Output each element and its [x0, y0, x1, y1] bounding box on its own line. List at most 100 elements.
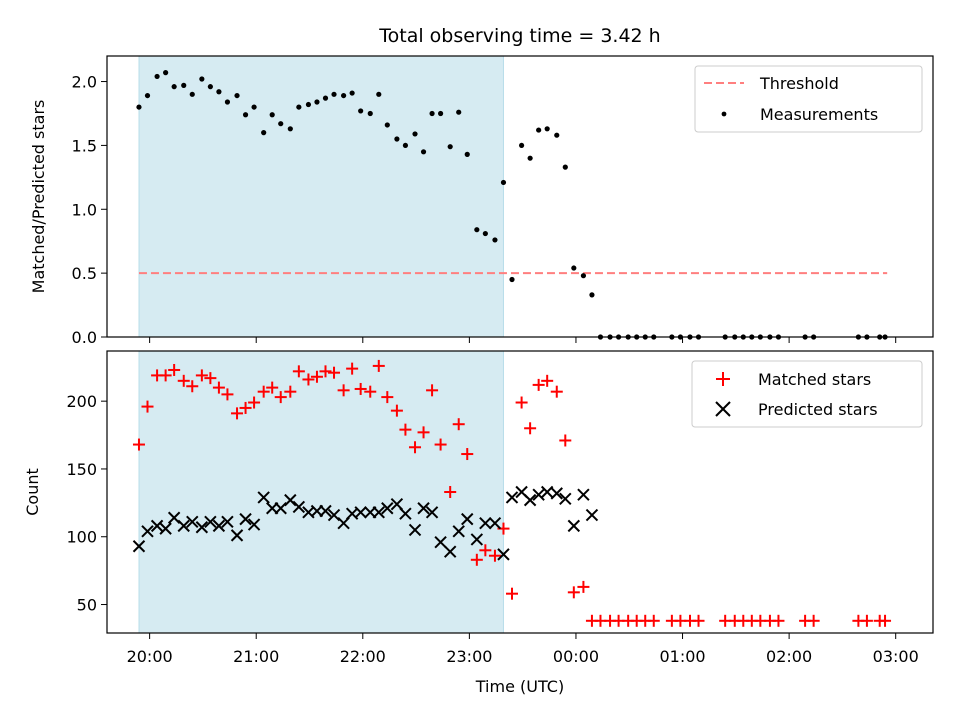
predicted-star-point: [425, 506, 439, 519]
matched-star-point: [879, 614, 892, 627]
predicted-star-point: [577, 488, 590, 501]
predicted-star-point: [354, 506, 367, 519]
matched-star-point: [434, 438, 447, 451]
predicted-star-point: [177, 519, 190, 533]
measurement-point: [144, 92, 151, 99]
predicted-star-point: [274, 502, 287, 515]
measurement-point: [251, 104, 257, 110]
measurement-point: [181, 82, 187, 88]
predicted-star-point: [497, 548, 510, 561]
measurement-point: [349, 90, 355, 96]
matched-star-point: [559, 434, 572, 447]
matched-star-point: [302, 373, 315, 386]
measurement-point: [367, 110, 373, 117]
measurement-point: [429, 110, 435, 117]
measurement-point: [500, 179, 507, 186]
x-tick-label: 02:00: [766, 647, 812, 666]
predicted-star-point: [381, 502, 394, 515]
matched-star-point: [195, 369, 208, 382]
predicted-stars-points: [132, 485, 599, 561]
predicted-star-point: [186, 515, 199, 529]
matched-star-point: [132, 438, 145, 451]
matched-star-point: [426, 384, 439, 397]
measurement-point: [154, 73, 160, 80]
measurement-point: [544, 126, 550, 132]
predicted-star-point: [195, 521, 209, 534]
measurement-point: [207, 84, 213, 90]
predicted-star-point: [523, 493, 537, 507]
measurement-point: [562, 164, 568, 170]
measurement-point: [216, 89, 222, 95]
measurement-point: [136, 104, 142, 110]
predicted-star-point: [167, 511, 181, 524]
matched-star-point: [417, 426, 430, 439]
bottom-shaded-region: [138, 350, 504, 634]
predicted-star-point: [461, 512, 474, 526]
measurement-point: [447, 144, 453, 150]
matched-star-point: [292, 365, 305, 378]
measurement-point: [536, 127, 542, 133]
predicted-star-point: [488, 516, 502, 530]
matched-star-point: [860, 614, 873, 627]
predicted-star-point: [257, 491, 270, 504]
matched-star-point: [319, 365, 332, 378]
x-tick-label: 22:00: [340, 647, 386, 666]
matched-star-point: [266, 381, 279, 394]
measurement-point: [589, 292, 595, 298]
measurement-point: [384, 122, 390, 128]
predicted-star-point: [532, 488, 545, 501]
x-tick-label: 00:00: [553, 647, 599, 666]
measurement-point: [341, 92, 347, 99]
predicted-star-point: [372, 506, 385, 519]
predicted-star-point: [408, 523, 422, 537]
measurement-point: [580, 273, 587, 279]
measurement-point: [163, 70, 169, 76]
matched-legend-label: Matched stars: [758, 370, 871, 389]
top-y-tick-label: 1.0: [72, 200, 97, 219]
measurement-point: [287, 126, 293, 132]
matched-star-point: [141, 400, 154, 413]
top-shaded-region: [138, 55, 504, 338]
predicted-star-point: [141, 525, 154, 538]
bottom-y-tick-label: 150: [66, 460, 97, 479]
predicted-star-point: [319, 504, 332, 518]
measurement-point: [322, 95, 329, 101]
measurement-point: [224, 99, 231, 105]
matched-star-point: [550, 385, 563, 398]
matched-star-point: [177, 374, 190, 387]
matched-star-point: [470, 553, 483, 566]
matched-star-point: [692, 614, 705, 627]
bottom-legend: Matched stars Predicted stars: [691, 360, 923, 428]
matched-star-point: [390, 404, 403, 417]
matched-star-point: [159, 369, 172, 382]
measurement-point: [518, 142, 525, 149]
top-legend-box: [694, 65, 923, 133]
matched-star-point: [337, 384, 350, 397]
bottom-y-tick-label: 100: [66, 528, 97, 547]
measurement-point: [261, 130, 267, 136]
measurement-point: [420, 149, 427, 155]
chart-title: Total observing time = 3.42 h: [378, 25, 660, 47]
matched-star-point: [221, 388, 234, 401]
measurements-legend-label: Measurements: [760, 105, 878, 124]
predicted-star-point: [221, 515, 234, 529]
measurement-point: [358, 108, 364, 114]
predicted-star-point: [292, 500, 306, 514]
predicted-star-point: [327, 508, 341, 522]
threshold-legend-label: Threshold: [759, 74, 839, 93]
predicted-star-point: [550, 487, 563, 500]
top-y-ticks: 0.0 0.5 1.0 1.5 2.0: [72, 73, 107, 347]
measurement-point: [394, 136, 400, 142]
measurement-point: [278, 121, 284, 127]
matched-star-point: [461, 448, 474, 461]
measurement-point: [509, 276, 515, 283]
measurement-point: [474, 227, 480, 233]
predicted-star-point: [479, 516, 492, 530]
matched-legend-swatch: [716, 372, 730, 386]
predicted-legend-swatch: [715, 401, 731, 417]
x-tick-label: 03:00: [873, 647, 919, 666]
top-x-ticks: [149, 337, 897, 343]
matched-stars-points: [132, 359, 892, 627]
measurement-point: [269, 112, 275, 118]
bottom-legend-box: [691, 360, 923, 428]
